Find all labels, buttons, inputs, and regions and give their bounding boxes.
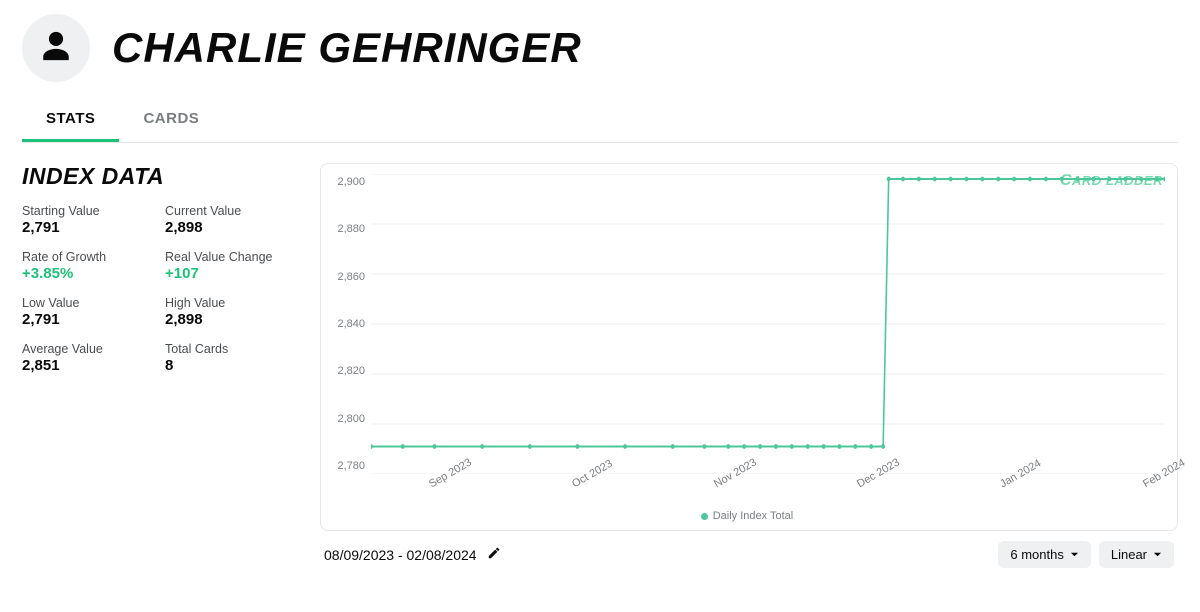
- avatar: [22, 14, 90, 82]
- stat-item: Real Value Change+107: [165, 250, 302, 282]
- y-tick: 2,820: [329, 365, 365, 377]
- y-axis: 2,900 2,880 2,860 2,840 2,820 2,800 2,780: [329, 174, 371, 474]
- chart-card: CARD LADDER 2,9002,8802,8602,8402,8202,8…: [320, 163, 1178, 531]
- stat-label: Average Value: [22, 342, 159, 356]
- tab-stats[interactable]: STATS: [22, 100, 119, 142]
- scale-selector-label: Linear: [1111, 547, 1147, 562]
- chevron-down-icon: [1153, 547, 1162, 562]
- stat-value: 2,791: [22, 219, 159, 236]
- stat-value: 2,898: [165, 219, 302, 236]
- index-data-panel: INDEX DATA Starting Value2,791Current Va…: [22, 163, 302, 568]
- y-tick: 2,780: [329, 460, 365, 472]
- stat-item: Current Value2,898: [165, 204, 302, 236]
- date-range[interactable]: 08/09/2023 - 02/08/2024: [324, 546, 501, 563]
- stat-label: High Value: [165, 296, 302, 310]
- date-range-text: 08/09/2023 - 02/08/2024: [324, 547, 477, 563]
- x-axis: Sep 2023Oct 2023Nov 2023Dec 2023Jan 2024…: [371, 474, 1165, 508]
- stat-label: Real Value Change: [165, 250, 302, 264]
- stat-item: High Value2,898: [165, 296, 302, 328]
- y-tick: 2,860: [329, 271, 365, 283]
- stats-grid: Starting Value2,791Current Value2,898Rat…: [22, 204, 302, 374]
- stat-value: 2,791: [22, 311, 159, 328]
- header: CHARLIE GEHRINGER: [22, 14, 1178, 82]
- stat-value: 8: [165, 357, 302, 374]
- chart-legend: Daily Index Total: [329, 508, 1165, 526]
- legend-label: Daily Index Total: [713, 510, 794, 522]
- stat-item: Average Value2,851: [22, 342, 159, 374]
- stat-label: Current Value: [165, 204, 302, 218]
- scale-selector[interactable]: Linear: [1099, 541, 1174, 568]
- stat-label: Starting Value: [22, 204, 159, 218]
- stat-item: Starting Value2,791: [22, 204, 159, 236]
- y-tick: 2,800: [329, 413, 365, 425]
- tab-cards[interactable]: CARDS: [119, 100, 223, 142]
- chart-controls: 6 months Linear: [998, 541, 1174, 568]
- stat-item: Low Value2,791: [22, 296, 159, 328]
- range-selector[interactable]: 6 months: [998, 541, 1090, 568]
- stat-item: Total Cards8: [165, 342, 302, 374]
- stat-label: Total Cards: [165, 342, 302, 356]
- stat-item: Rate of Growth+3.85%: [22, 250, 159, 282]
- page-title: CHARLIE GEHRINGER: [112, 24, 582, 72]
- stat-value: 2,898: [165, 311, 302, 328]
- chevron-down-icon: [1070, 547, 1079, 562]
- y-tick: 2,840: [329, 318, 365, 330]
- section-title: INDEX DATA: [22, 163, 302, 190]
- stat-label: Rate of Growth: [22, 250, 159, 264]
- person-icon: [39, 29, 73, 68]
- stat-value: +107: [165, 265, 302, 282]
- chart-plot: [371, 174, 1165, 474]
- stat-label: Low Value: [22, 296, 159, 310]
- tabs: STATSCARDS: [22, 100, 1178, 143]
- stat-value: +3.85%: [22, 265, 159, 282]
- stat-value: 2,851: [22, 357, 159, 374]
- edit-icon[interactable]: [487, 546, 501, 563]
- y-tick: 2,880: [329, 223, 365, 235]
- legend-marker-icon: [701, 513, 708, 520]
- y-tick: 2,900: [329, 176, 365, 188]
- range-selector-label: 6 months: [1010, 547, 1063, 562]
